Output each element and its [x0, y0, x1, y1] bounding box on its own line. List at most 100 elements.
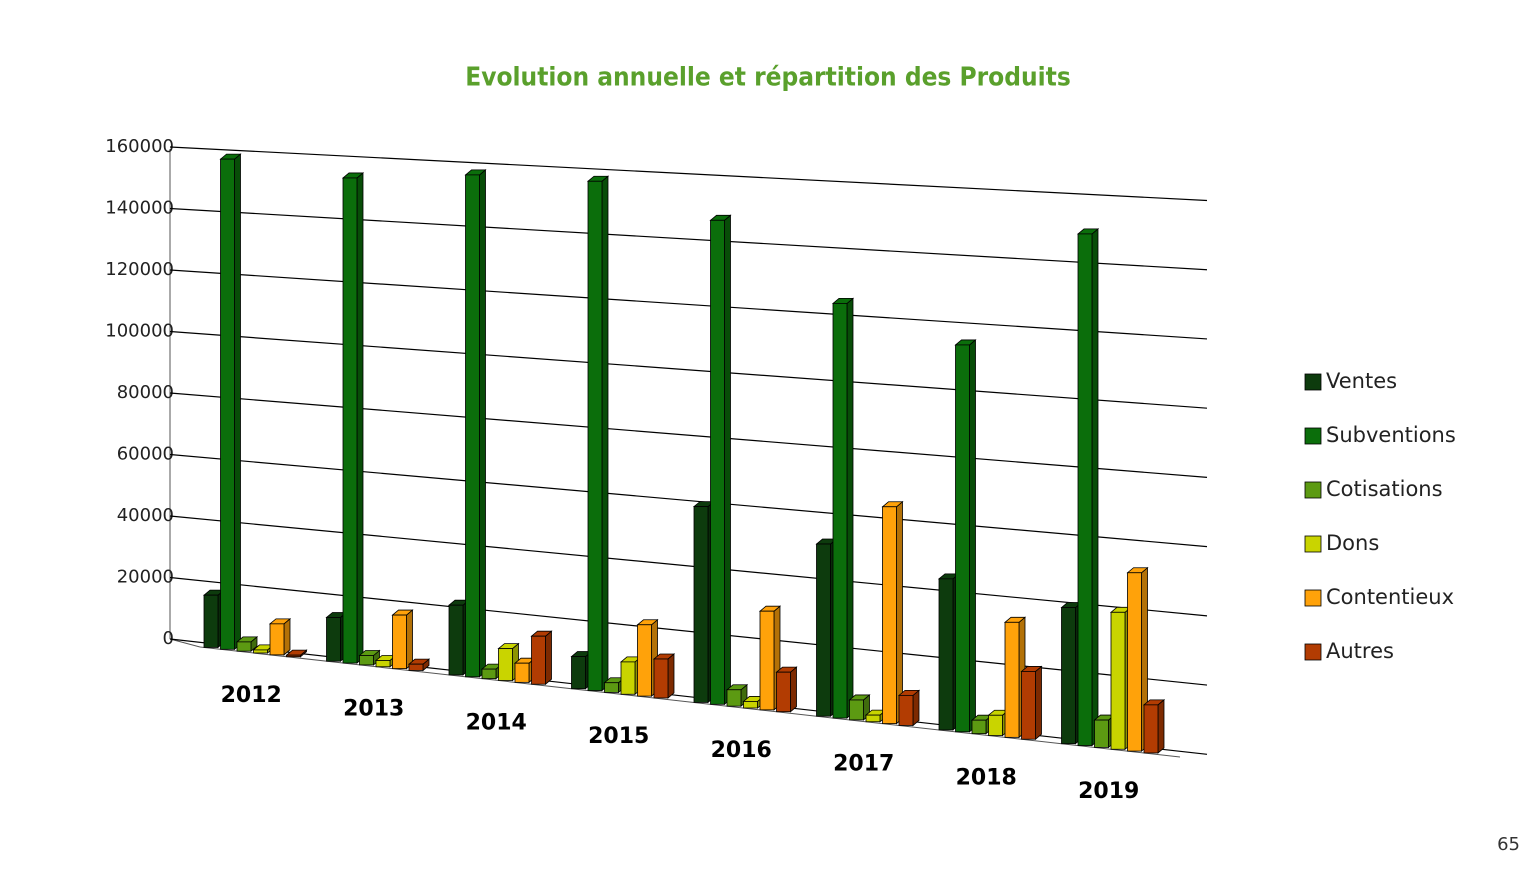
bar: [1004, 621, 1020, 738]
bar: [587, 180, 603, 691]
bar: [253, 649, 268, 654]
bar: [465, 174, 480, 678]
bar-side: [912, 689, 920, 727]
x-tick-label: 2015: [588, 724, 649, 749]
y-tick-label: 0: [163, 628, 174, 649]
x-tick-label: 2012: [221, 683, 282, 708]
bar-side: [790, 666, 797, 713]
y-tick-label: 40000: [117, 505, 174, 526]
bar: [236, 641, 252, 652]
bar: [1127, 572, 1142, 752]
grid-line: [169, 638, 1208, 755]
bar: [408, 663, 424, 671]
grid-line: [169, 576, 1208, 686]
x-tick-label: 2013: [343, 697, 404, 722]
bar: [759, 610, 775, 711]
bar-side: [479, 169, 486, 678]
bar: [653, 658, 669, 699]
bar: [637, 624, 652, 697]
bar-side: [406, 609, 413, 670]
y-tick-label: 160000: [105, 136, 174, 157]
bar: [710, 219, 725, 705]
y-tick-label: 20000: [117, 567, 174, 588]
bar-side: [846, 297, 854, 719]
bar: [898, 694, 914, 726]
legend-label: Dons: [1326, 531, 1379, 555]
bar: [971, 719, 987, 735]
bar: [743, 701, 758, 709]
bar: [988, 714, 1003, 736]
bar: [269, 623, 285, 656]
y-tick-label: 140000: [105, 198, 174, 219]
bar: [359, 655, 374, 666]
bar: [1061, 607, 1076, 745]
legend-swatch: [1304, 427, 1322, 445]
page-number: 65: [1497, 834, 1520, 855]
bar-side: [667, 653, 675, 699]
bar: [726, 689, 742, 707]
legend-swatch: [1304, 643, 1322, 661]
bar: [604, 682, 619, 693]
bar: [1021, 671, 1036, 740]
bar-side: [601, 175, 609, 692]
bar-side: [969, 339, 976, 733]
grid-line: [169, 392, 1208, 478]
bar: [849, 699, 864, 721]
bar: [955, 344, 970, 733]
grid-line: [169, 515, 1208, 617]
legend-label: Ventes: [1326, 369, 1397, 393]
axis-line: [199, 646, 1181, 758]
bar-side: [1091, 228, 1099, 747]
bar: [1094, 719, 1109, 748]
bar: [882, 506, 897, 725]
chart-title: Evolution annuelle et répartition des Pr…: [465, 63, 1071, 93]
bar-side: [356, 172, 364, 664]
bar-side: [283, 617, 291, 656]
grid-line: [169, 146, 1208, 202]
bar: [514, 662, 530, 683]
grid-line: [169, 207, 1208, 271]
bar: [816, 543, 831, 717]
legend-label: Subventions: [1326, 423, 1456, 447]
y-tick-label: 60000: [117, 444, 174, 465]
bar-side: [896, 500, 903, 725]
bar: [203, 594, 219, 648]
legend-swatch: [1304, 373, 1322, 391]
bar: [342, 177, 358, 664]
x-tick-label: 2018: [956, 765, 1017, 790]
legend-label: Autres: [1326, 639, 1394, 663]
bar-side: [1035, 665, 1042, 741]
bar: [693, 506, 709, 703]
bar: [448, 604, 464, 676]
bar: [286, 654, 301, 658]
bar: [571, 656, 586, 690]
legend-swatch: [1304, 535, 1322, 553]
grid-line: [169, 330, 1208, 409]
x-tick-label: 2017: [833, 752, 894, 777]
y-tick-label: 80000: [117, 382, 174, 403]
grid-line: [169, 269, 1208, 340]
bar-side: [234, 153, 241, 651]
x-tick-label: 2016: [711, 738, 772, 763]
legend-label: Cotisations: [1326, 477, 1443, 501]
bar-side: [545, 630, 552, 686]
grid-line: [169, 453, 1208, 548]
bar: [865, 714, 881, 723]
axis-line: [169, 638, 201, 648]
bar-side: [724, 214, 731, 706]
bar: [531, 635, 546, 685]
bar: [392, 614, 407, 670]
x-tick-label: 2019: [1078, 779, 1139, 804]
bar-side: [1157, 698, 1165, 754]
bar: [1143, 704, 1159, 754]
bar: [375, 660, 391, 668]
bar: [620, 661, 636, 695]
bar: [938, 578, 954, 731]
bar: [220, 158, 235, 650]
bar: [481, 668, 497, 680]
bar: [832, 302, 848, 719]
legend-label: Contentieux: [1326, 585, 1454, 609]
bar: [498, 648, 513, 681]
x-tick-label: 2014: [466, 710, 527, 735]
